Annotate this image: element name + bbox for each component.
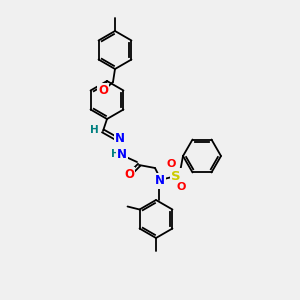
Text: H: H bbox=[90, 125, 98, 135]
Text: N: N bbox=[155, 175, 165, 188]
Text: O: O bbox=[176, 182, 186, 192]
Text: H: H bbox=[111, 149, 119, 159]
Text: O: O bbox=[124, 169, 134, 182]
Text: N: N bbox=[117, 148, 127, 160]
Text: N: N bbox=[115, 133, 125, 146]
Text: O: O bbox=[98, 85, 108, 98]
Text: O: O bbox=[166, 159, 176, 169]
Text: S: S bbox=[171, 169, 181, 182]
